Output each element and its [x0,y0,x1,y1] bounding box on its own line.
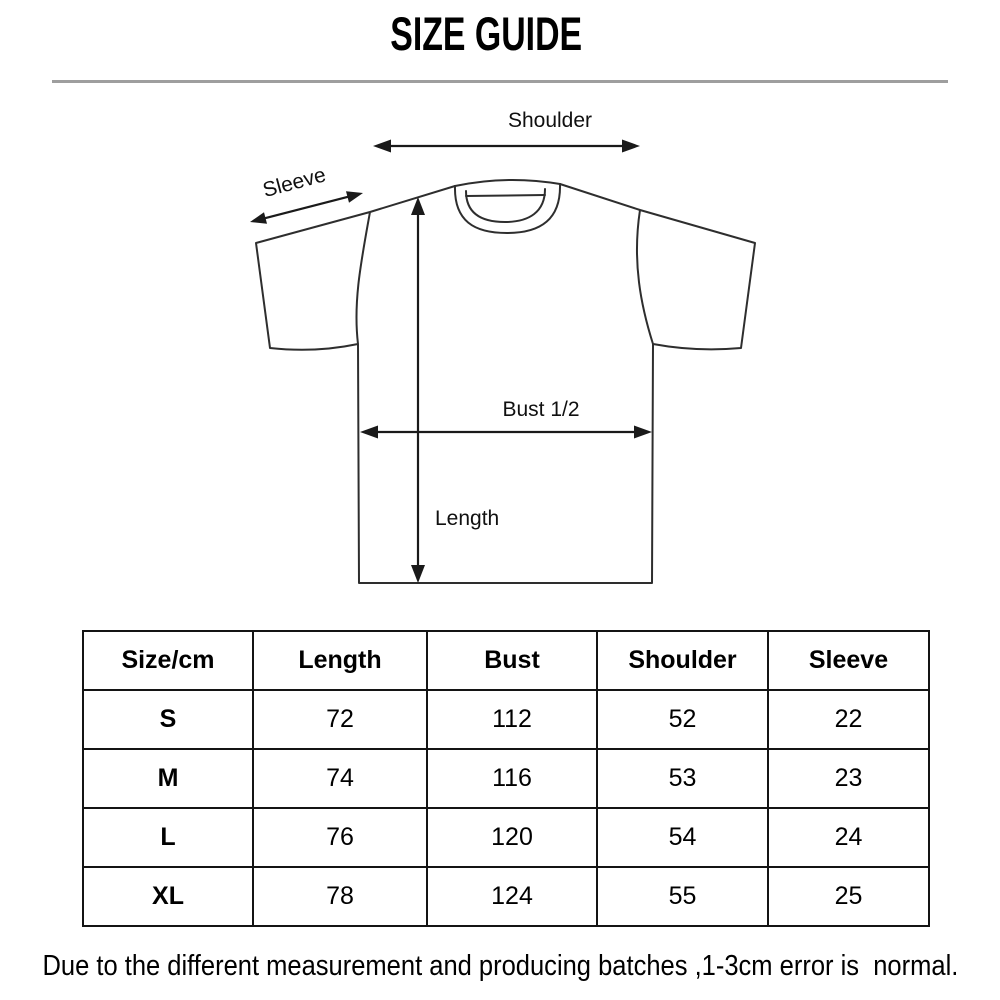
table-row-m: M 74 116 53 23 [82,748,930,809]
bust-arrowhead-left [360,425,378,439]
bust-value: 124 [426,866,598,927]
length-arrow [411,197,425,583]
table-row-xl: XL 78 124 55 25 [82,866,930,927]
footer-container: Due to the different measurement and pro… [0,948,1000,986]
collar-top-arc [454,178,561,187]
page-title: SIZE GUIDE [390,7,582,60]
header-sleeve: Sleeve [767,630,930,691]
table-row-s: S 72 112 52 22 [82,689,930,750]
tshirt-body-outline [255,183,756,584]
size-value: XL [82,866,254,927]
collar-inner-curve [465,188,546,223]
bust-value: 112 [426,689,598,750]
sleeve-value: 25 [767,866,930,927]
sleeve-arrowhead-right [346,191,363,203]
bust-arrow [360,425,652,439]
bust-value: 120 [426,807,598,868]
collar-back-line [465,194,546,197]
shoulder-arrow [373,139,640,153]
size-chart-table: Size/cm Length Bust Shoulder Sleeve S 72… [82,630,930,927]
length-arrowhead-bottom [411,565,425,583]
tshirt-measurement-diagram: Shoulder Sleeve Bust 1/2 Length [250,109,756,584]
size-value: M [82,748,254,809]
sleeve-value: 23 [767,748,930,809]
sleeve-arrow-shaft [262,195,351,220]
header-shoulder: Shoulder [596,630,769,691]
table-row-l: L 76 120 54 24 [82,807,930,868]
header-length: Length [252,630,428,691]
title-container: SIZE GUIDE [0,10,1000,57]
length-value: 72 [252,689,428,750]
shoulder-value: 55 [596,866,769,927]
header-size-cm: Size/cm [82,630,254,691]
collar-outer-curve [453,183,562,234]
sleeve-value: 24 [767,807,930,868]
length-label: Length [435,507,499,530]
length-value: 78 [252,866,428,927]
shoulder-arrowhead-left [373,139,391,153]
sleeve-arrowhead-left [250,212,267,224]
shoulder-label: Shoulder [508,109,592,132]
tshirt-outline [255,178,756,584]
sleeve-value: 22 [767,689,930,750]
length-arrowhead-top [411,197,425,215]
bust-label: Bust 1/2 [502,398,579,421]
size-value: S [82,689,254,750]
shoulder-value: 52 [596,689,769,750]
title-divider-line [52,80,948,83]
shoulder-value: 53 [596,748,769,809]
length-value: 76 [252,807,428,868]
shoulder-arrowhead-right [622,139,640,153]
bust-arrowhead-right [634,425,652,439]
length-value: 74 [252,748,428,809]
sleeve-label: Sleeve [260,163,328,202]
tolerance-note: Due to the different measurement and pro… [42,950,958,982]
header-bust: Bust [426,630,598,691]
bust-value: 116 [426,748,598,809]
shoulder-value: 54 [596,807,769,868]
sleeve-arrow [250,191,363,224]
size-value: L [82,807,254,868]
table-header-row: Size/cm Length Bust Shoulder Sleeve [82,630,930,691]
